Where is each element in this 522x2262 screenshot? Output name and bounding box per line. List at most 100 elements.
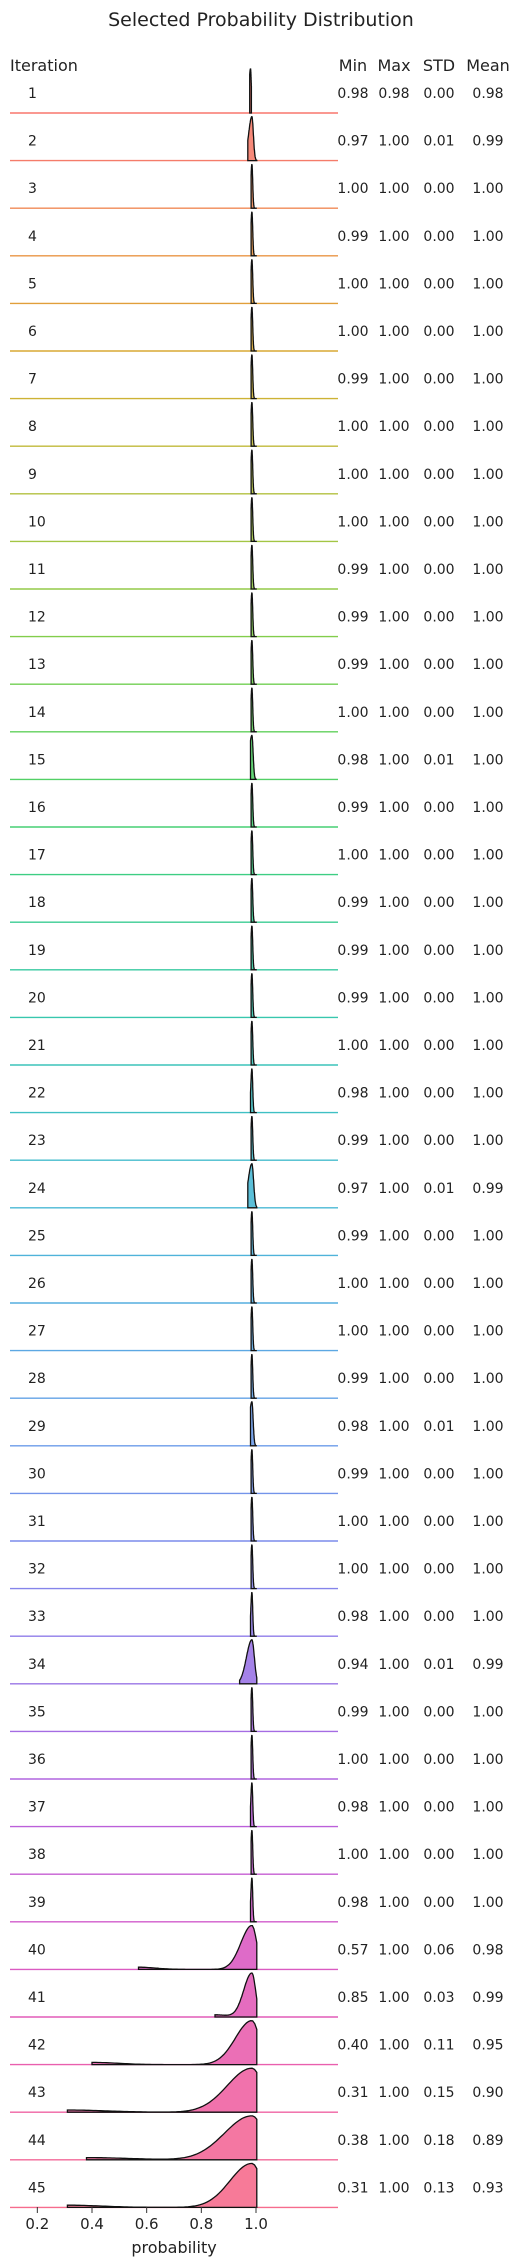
std-value: 0.00 — [423, 848, 454, 864]
density-curve — [91, 2020, 258, 2066]
min-value: 0.31 — [337, 2180, 368, 2196]
max-value: 1.00 — [378, 1562, 409, 1578]
std-value: 0.00 — [423, 324, 454, 340]
iteration-label: 9 — [28, 467, 37, 483]
std-value: 0.00 — [423, 1514, 454, 1530]
iteration-label: 4 — [28, 229, 37, 245]
min-value: 0.99 — [337, 895, 368, 911]
std-value: 0.00 — [423, 1228, 454, 1244]
density-curve — [250, 973, 257, 1019]
density-curve — [214, 1972, 258, 2018]
std-value: 0.00 — [423, 1704, 454, 1720]
std-value: 0.01 — [423, 752, 454, 768]
mean-value: 0.95 — [472, 2038, 503, 2054]
density-curve — [250, 449, 257, 495]
mean-value: 1.00 — [472, 705, 503, 721]
mean-value: 0.99 — [472, 1181, 503, 1197]
header-min: Min — [339, 56, 367, 75]
min-value: 0.99 — [337, 1704, 368, 1720]
x-tick-label: 0.2 — [25, 2215, 49, 2233]
std-value: 0.00 — [423, 943, 454, 959]
density-curve — [66, 2067, 258, 2113]
min-value: 1.00 — [337, 1847, 368, 1863]
std-value: 0.06 — [423, 1942, 454, 1958]
iteration-label: 27 — [28, 1324, 46, 1340]
iteration-label: 16 — [28, 800, 46, 816]
min-value: 0.98 — [337, 1895, 368, 1911]
mean-value: 1.00 — [472, 1562, 503, 1578]
mean-value: 1.00 — [472, 1133, 503, 1149]
iteration-label: 20 — [28, 990, 46, 1006]
max-value: 1.00 — [378, 1038, 409, 1054]
iteration-label: 31 — [28, 1514, 46, 1530]
max-value: 1.00 — [378, 1228, 409, 1244]
max-value: 1.00 — [378, 657, 409, 673]
min-value: 1.00 — [337, 467, 368, 483]
mean-value: 1.00 — [472, 1609, 503, 1625]
density-curve — [250, 639, 257, 685]
mean-value: 1.00 — [472, 657, 503, 673]
iteration-label: 41 — [28, 1990, 46, 2006]
mean-value: 1.00 — [472, 562, 503, 578]
iteration-label: 21 — [28, 1038, 46, 1054]
std-value: 0.00 — [423, 1324, 454, 1340]
mean-value: 1.00 — [472, 610, 503, 626]
std-value: 0.00 — [423, 86, 454, 102]
max-value: 1.00 — [378, 1181, 409, 1197]
density-curve — [250, 1449, 257, 1495]
density-curve — [250, 259, 257, 305]
iteration-label: 40 — [28, 1942, 46, 1958]
std-value: 0.00 — [423, 1752, 454, 1768]
iteration-label: 25 — [28, 1228, 46, 1244]
iteration-label: 12 — [28, 610, 46, 626]
std-value: 0.00 — [423, 990, 454, 1006]
density-curve — [250, 1496, 257, 1542]
std-value: 0.00 — [423, 1133, 454, 1149]
max-value: 1.00 — [378, 1466, 409, 1482]
std-value: 0.00 — [423, 372, 454, 388]
min-value: 0.99 — [337, 1133, 368, 1149]
max-value: 1.00 — [378, 1657, 409, 1673]
density-curve — [249, 1401, 257, 1447]
mean-value: 1.00 — [472, 1086, 503, 1102]
iteration-label: 15 — [28, 752, 46, 768]
iteration-label: 35 — [28, 1704, 46, 1720]
max-value: 1.00 — [378, 848, 409, 864]
density-curve — [250, 1829, 257, 1875]
iteration-label: 3 — [28, 181, 37, 197]
iteration-label: 37 — [28, 1800, 46, 1816]
density-curve — [250, 1115, 257, 1161]
max-value: 1.00 — [378, 1276, 409, 1292]
min-value: 1.00 — [337, 1324, 368, 1340]
density-curve — [238, 1639, 258, 1685]
std-value: 0.13 — [423, 2180, 454, 2196]
max-value: 1.00 — [378, 1609, 409, 1625]
iteration-label: 6 — [28, 324, 37, 340]
min-value: 0.99 — [337, 800, 368, 816]
std-value: 0.00 — [423, 610, 454, 626]
ridges: 1 0.98 0.98 0.00 0.98 2 0.97 1.00 0.01 0.99 3 1.00 1… — [10, 68, 504, 2209]
iteration-label: 1 — [28, 86, 37, 102]
mean-value: 1.00 — [472, 276, 503, 292]
header-mean: Mean — [466, 56, 510, 75]
std-value: 0.00 — [423, 1609, 454, 1625]
mean-value: 1.00 — [472, 848, 503, 864]
std-value: 0.00 — [423, 895, 454, 911]
mean-value: 0.99 — [472, 1657, 503, 1673]
x-tick-label: 0.6 — [135, 2215, 159, 2233]
iteration-label: 42 — [28, 2038, 46, 2054]
max-value: 1.00 — [378, 2180, 409, 2196]
max-value: 0.98 — [378, 86, 409, 102]
std-value: 0.00 — [423, 419, 454, 435]
mean-value: 0.89 — [472, 2133, 503, 2149]
std-value: 0.00 — [423, 562, 454, 578]
iteration-label: 24 — [28, 1181, 46, 1197]
mean-value: 1.00 — [472, 1800, 503, 1816]
mean-value: 1.00 — [472, 1371, 503, 1387]
mean-value: 0.99 — [472, 1990, 503, 2006]
min-value: 1.00 — [337, 324, 368, 340]
mean-value: 1.00 — [472, 800, 503, 816]
max-value: 1.00 — [378, 943, 409, 959]
min-value: 0.99 — [337, 1371, 368, 1387]
